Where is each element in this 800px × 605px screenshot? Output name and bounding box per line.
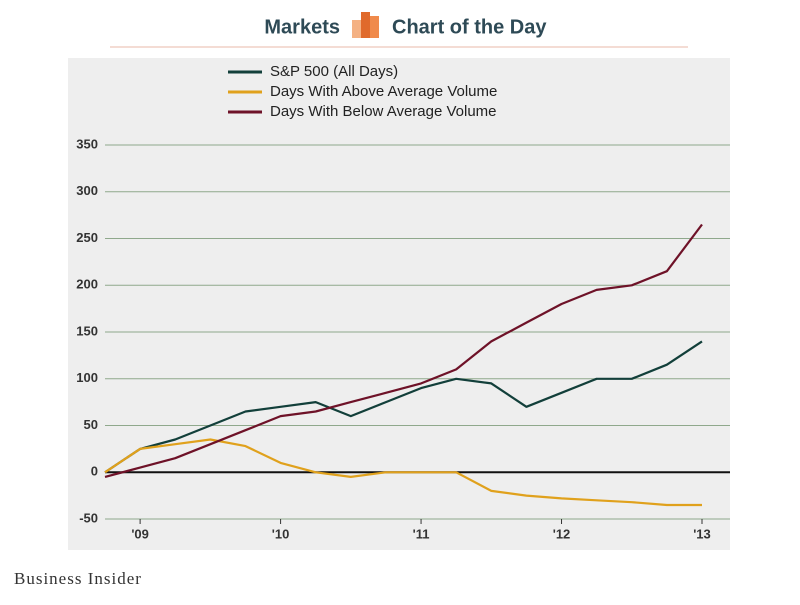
series-line — [104, 438, 702, 507]
y-tick-label: 350 — [76, 136, 98, 151]
series-line — [104, 223, 703, 478]
legend-label: S&P 500 (All Days) — [270, 63, 398, 80]
legend-label: Days With Above Average Volume — [270, 83, 497, 100]
y-tick-label: 200 — [76, 277, 98, 292]
x-tick-label: '11 — [413, 526, 430, 541]
x-tick-label: '13 — [693, 526, 711, 541]
x-tick-label: '09 — [131, 526, 149, 541]
y-tick-label: 50 — [84, 417, 98, 432]
y-tick-label: 300 — [76, 183, 98, 198]
y-tick-label: -50 — [79, 510, 98, 525]
x-tick-label: '12 — [553, 526, 571, 541]
x-tick-label: '10 — [272, 526, 290, 541]
y-tick-label: 0 — [91, 464, 98, 479]
legend-label: Days With Below Average Volume — [270, 103, 497, 120]
header-right: Chart of the Day — [392, 16, 547, 38]
logo-icon — [352, 12, 379, 38]
y-tick-label: 150 — [76, 323, 98, 338]
y-tick-label: 100 — [76, 370, 98, 385]
plot-background — [68, 58, 730, 550]
footer: Business Insider — [14, 569, 142, 588]
header-left: Markets — [264, 16, 340, 38]
series-line — [104, 340, 703, 474]
y-tick-label: 250 — [76, 230, 98, 245]
